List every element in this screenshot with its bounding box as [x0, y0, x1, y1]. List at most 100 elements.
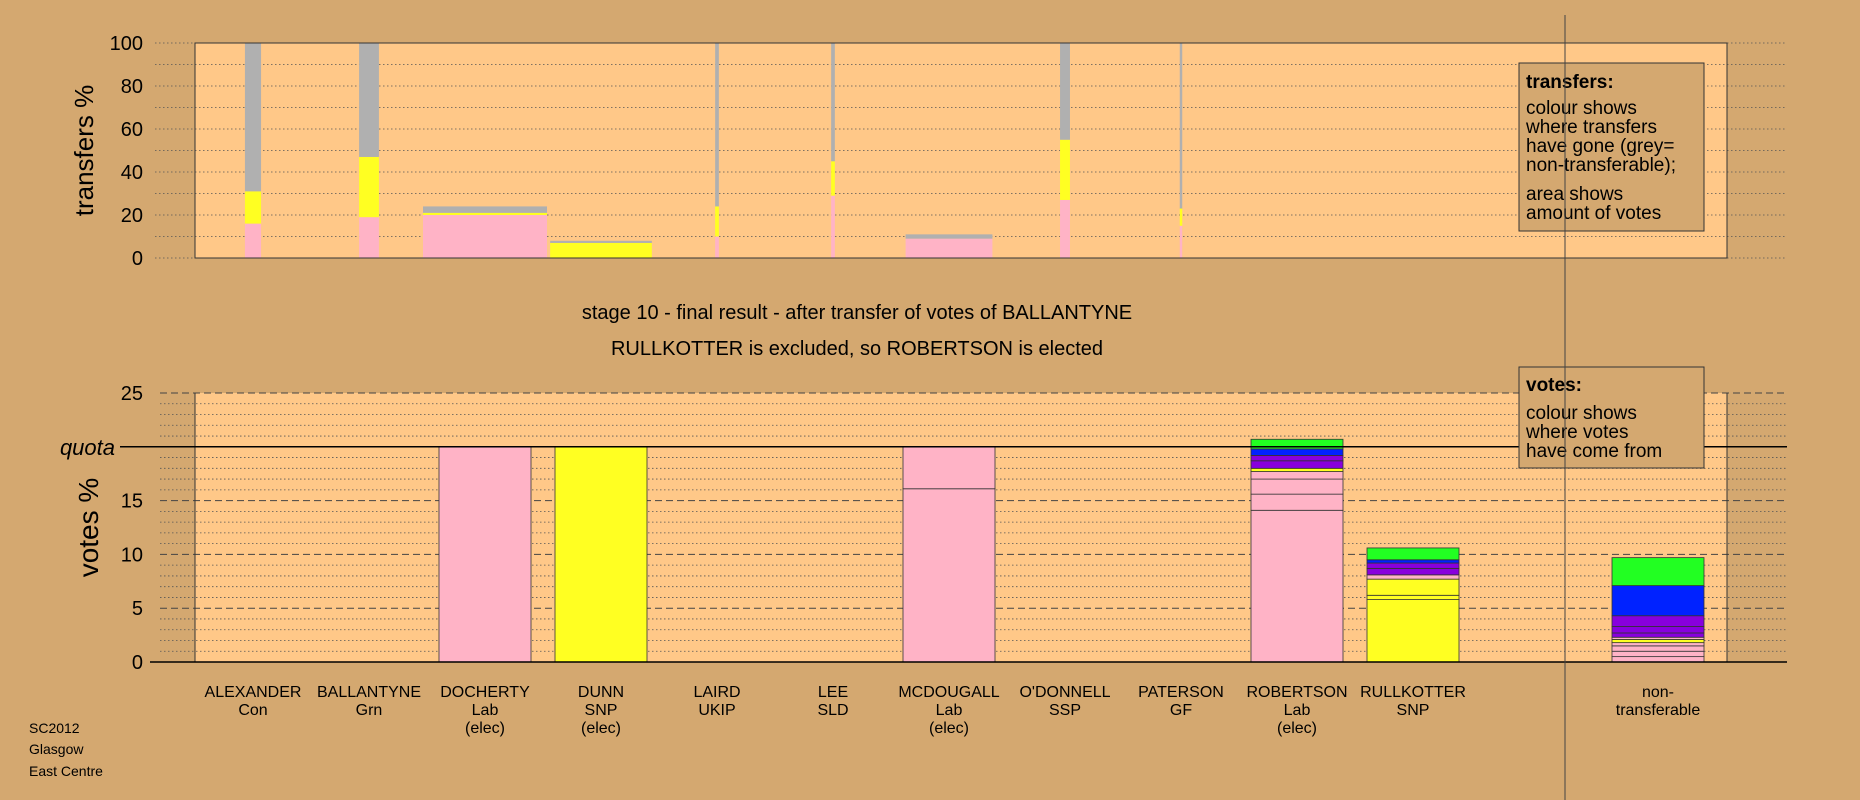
vote-segment — [1611, 615, 1705, 627]
stage-result-text: RULLKOTTER is excluded, so ROBERTSON is … — [611, 338, 1103, 360]
transfer-segment — [244, 191, 262, 224]
transfer-segment — [1179, 225, 1183, 258]
vote-segment — [1611, 585, 1705, 617]
vote-segment — [1366, 559, 1460, 564]
votes-note-line: have come from — [1526, 441, 1662, 462]
footer-line: Glasgow — [29, 741, 84, 757]
transfers-note-line: area shows — [1526, 184, 1623, 205]
votes-axes — [120, 393, 1787, 663]
candidate-party: SSP — [1049, 702, 1081, 719]
vote-segment — [1611, 557, 1705, 587]
transfer-segment — [359, 217, 379, 258]
vote-segment — [1366, 594, 1460, 600]
candidate-party: Lab — [1284, 702, 1311, 719]
vote-segment — [1250, 471, 1344, 480]
candidate-name: MCDOUGALL — [898, 684, 999, 701]
transfer-segment — [1179, 208, 1183, 226]
transfers-plot-frame — [194, 42, 1728, 259]
candidate-name: DOCHERTY — [440, 684, 530, 701]
vote-segment — [902, 446, 996, 490]
candidate-status: (elec) — [465, 720, 505, 737]
footer-constituency: SC2012 Glasgow East Centre — [29, 720, 103, 779]
candidate-party: Grn — [356, 702, 383, 719]
candidate-party: UKIP — [698, 702, 735, 719]
candidate-name: BALLANTYNE — [317, 684, 421, 701]
footer-line: SC2012 — [29, 720, 80, 736]
votes-note-line: where votes — [1525, 422, 1628, 443]
vote-segment — [1611, 656, 1705, 663]
transfer-segment — [1060, 139, 1070, 200]
candidate-status: (elec) — [581, 720, 621, 737]
transfer-segment — [359, 156, 379, 218]
candidate-name: non- — [1642, 684, 1674, 701]
transfers-note-line: non-transferable); — [1526, 155, 1676, 176]
transfers-y-tick-label: 20 — [121, 205, 143, 227]
vote-segment — [1611, 632, 1705, 638]
transfer-segment — [359, 43, 379, 157]
votes-y-tick-label: 0 — [132, 652, 143, 674]
votes-y-tick-label: 10 — [121, 544, 143, 566]
vote-segment — [902, 488, 996, 663]
vote-segment — [1366, 562, 1460, 569]
transfers-note-line: transfers: — [1526, 72, 1614, 93]
candidate-party: SNP — [1397, 702, 1430, 719]
vote-segment — [1250, 438, 1344, 450]
votes-y-axis-label: votes % — [73, 478, 104, 578]
transfer-segment — [715, 206, 719, 237]
transfers-y-tick-label: 0 — [132, 248, 143, 270]
candidate-name: O'DONNELL — [1019, 684, 1110, 701]
vote-segment — [1611, 645, 1705, 652]
vote-segment — [1366, 567, 1460, 576]
candidate-status: (elec) — [929, 720, 969, 737]
votes-y-tick-label: 25 — [121, 383, 143, 405]
votes-bars — [438, 438, 1705, 663]
stage-title: stage 10 - final result - after transfer… — [582, 302, 1132, 324]
transfers-y-ticks: 0 20 40 60 80 100 — [110, 33, 143, 270]
transfer-segment — [715, 236, 719, 258]
transfer-segment — [244, 43, 262, 192]
vote-segment — [1611, 626, 1705, 634]
candidate-party: GF — [1170, 702, 1192, 719]
transfers-note-box — [1518, 62, 1705, 232]
transfer-segment — [550, 242, 652, 258]
candidate-status: (elec) — [1277, 720, 1317, 737]
candidate-party: transferable — [1616, 702, 1701, 719]
transfers-y-tick-label: 80 — [121, 76, 143, 98]
transfer-segment — [1060, 199, 1070, 258]
vote-segment — [1366, 578, 1460, 596]
transfers-note-line: amount of votes — [1526, 203, 1661, 224]
transfers-note-line: where transfers — [1525, 117, 1657, 138]
votes-note-line: votes: — [1526, 375, 1582, 396]
candidate-party: Con — [238, 702, 267, 719]
candidate-party: SLD — [817, 702, 848, 719]
candidate-name: RULLKOTTER — [1360, 684, 1466, 701]
votes-y-ticks: 0 5 10 15 25 — [121, 383, 143, 674]
vote-segment — [1611, 639, 1705, 644]
transfers-note-line: have gone (grey= — [1526, 136, 1674, 157]
candidate-name: LEE — [818, 684, 848, 701]
transfers-y-tick-label: 60 — [121, 119, 143, 141]
candidate-name: ALEXANDER — [205, 684, 302, 701]
vote-segment — [1611, 642, 1705, 647]
transfer-segment — [423, 212, 547, 215]
vote-segment — [1611, 650, 1705, 658]
vote-segment — [1366, 547, 1460, 561]
candidate-party: Lab — [936, 702, 963, 719]
transfers-y-tick-label: 100 — [110, 33, 143, 55]
transfer-segment — [831, 161, 835, 196]
votes-note-line: colour shows — [1526, 403, 1637, 424]
transfers-bars — [244, 43, 1183, 258]
votes-y-tick-label: 15 — [121, 491, 143, 513]
candidate-labels: ALEXANDERConBALLANTYNEGrnDOCHERTYLab(ele… — [205, 684, 1701, 737]
transfers-note-line: colour shows — [1526, 98, 1637, 119]
transfer-segment — [1179, 43, 1183, 209]
transfer-segment — [244, 223, 262, 258]
vote-segment — [1366, 599, 1460, 663]
transfer-segment — [550, 240, 652, 243]
transfer-segment — [831, 43, 835, 162]
transfer-segment — [905, 238, 993, 258]
transfer-segment — [831, 195, 835, 258]
